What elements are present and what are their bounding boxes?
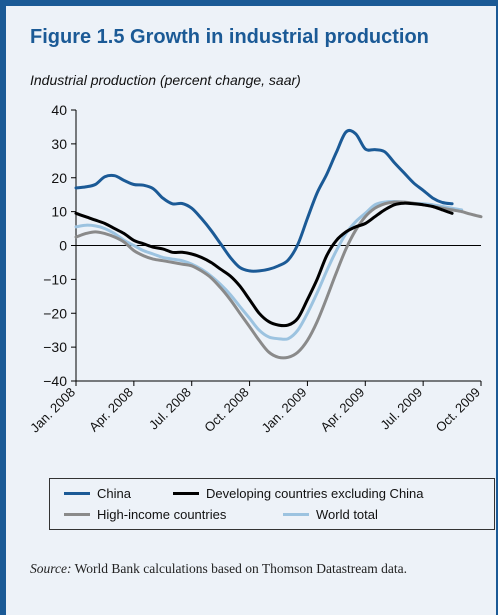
source-note: Source: World Bank calculations based on… [30, 560, 480, 578]
y-tick-label: −40 [43, 373, 67, 389]
y-tick-label: 40 [51, 102, 67, 118]
legend-label-high-income: High-income countries [97, 507, 227, 522]
legend-item-world: World total [283, 507, 378, 522]
legend-label-china: China [97, 486, 131, 501]
x-tick-label: Apr. 2009 [317, 385, 367, 435]
legend-swatch-high-income [64, 513, 90, 516]
x-tick-label: Jan. 2009 [259, 385, 310, 436]
x-tick-label: Oct. 2009 [433, 385, 483, 435]
series-line-china [74, 128, 454, 273]
source-text: World Bank calculations based on Thomson… [74, 561, 407, 576]
y-axis-label: Industrial production (percent change, s… [30, 72, 301, 88]
figure-title: Figure 1.5 Growth in industrial producti… [30, 26, 429, 48]
legend-swatch-china [64, 492, 90, 495]
chart-legend: China Developing countries excluding Chi… [49, 478, 495, 530]
legend-item-high-income: High-income countries [64, 507, 226, 522]
legend-swatch-world [283, 513, 309, 516]
series-line-high-income [74, 200, 483, 360]
y-tick-label: −10 [43, 271, 67, 287]
y-tick-label: 20 [51, 170, 67, 186]
y-tick-label: 10 [51, 204, 67, 220]
legend-swatch-developing [173, 492, 199, 495]
legend-item-china: China [64, 486, 131, 501]
x-tick-label: Oct. 2008 [201, 385, 251, 435]
y-tick-label: −30 [43, 339, 67, 355]
x-tick-label: Apr. 2008 [86, 385, 136, 435]
y-tick-label: 30 [51, 136, 67, 152]
y-tick-label: −20 [43, 305, 67, 321]
y-tick-label: 0 [59, 238, 67, 254]
legend-item-developing: Developing countries excluding China [173, 486, 424, 501]
x-tick-label: Jul. 2009 [377, 385, 425, 433]
source-label: Source: [30, 561, 72, 576]
x-tick-label: Jul. 2008 [146, 385, 194, 433]
x-tick-label: Jan. 2008 [27, 385, 78, 436]
legend-label-developing: Developing countries excluding China [206, 486, 424, 501]
legend-label-world: World total [316, 507, 378, 522]
series-line-developing [74, 201, 454, 328]
